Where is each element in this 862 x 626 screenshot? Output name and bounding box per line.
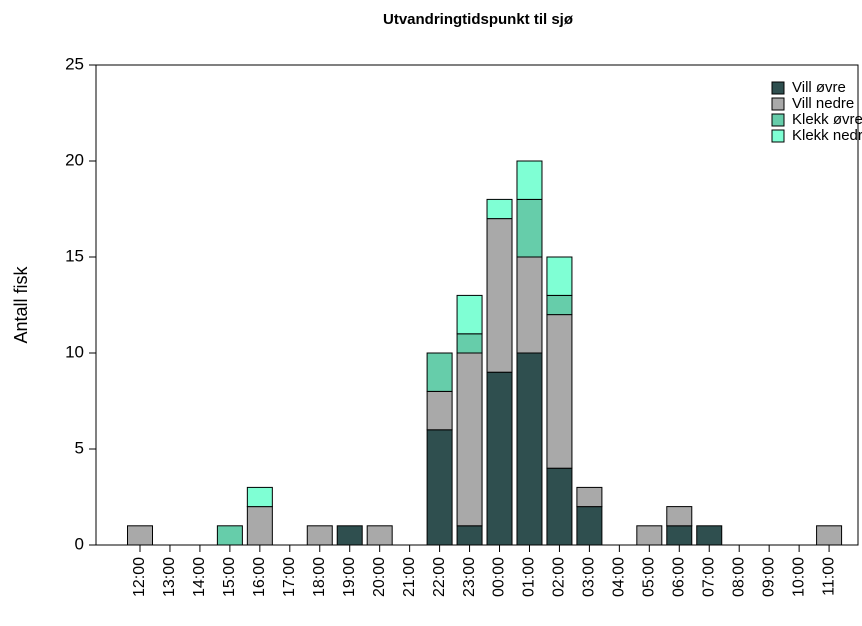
legend-label: Klekk øvre [792,111,862,128]
y-tick-label: 15 [65,246,84,265]
legend-label: Klekk nedre [792,127,862,144]
x-tick-label: 06:00 [670,557,687,597]
bar-segment [546,314,573,469]
bar-segment [426,429,453,546]
bar-segment [426,390,453,431]
x-tick-label: 17:00 [281,557,298,597]
bar-segment [306,525,333,546]
x-tick-label: 02:00 [551,557,568,597]
bar-segment [816,525,843,546]
bar-segment [456,333,483,354]
bar-segment [486,371,513,546]
bar-segment [127,525,153,546]
bar-segment [246,506,273,546]
x-tick-label: 07:00 [700,557,717,597]
x-tick-label: 20:00 [371,557,388,597]
bar-segment [576,486,603,508]
x-tick-label: 10:00 [790,557,807,597]
x-tick-label: 23:00 [461,557,478,597]
x-tick-label: 05:00 [641,557,658,597]
x-tick-label: 09:00 [760,557,777,597]
y-tick-label: 5 [75,438,84,457]
x-tick-label: 21:00 [401,557,418,597]
x-tick-label: 19:00 [341,557,358,597]
bar-segment [636,525,663,546]
legend-label: Vill øvre [792,79,846,96]
x-tick-label: 13:00 [161,557,178,597]
x-tick-label: 12:00 [131,557,148,597]
bar-segment [516,256,543,354]
bar-segment [546,294,573,316]
x-tick-label: 01:00 [521,557,538,597]
chart-title: Utvandringtidspunkt til sjø [383,11,574,28]
bar-segment [456,352,483,527]
legend-label: Vill nedre [792,95,854,112]
bar-segment [246,486,273,508]
bar-segment [336,525,363,546]
x-tick-label: 22:00 [431,557,448,597]
bar-segment [576,506,603,546]
x-tick-label: 03:00 [581,557,598,597]
bar-segment [666,525,693,546]
bar-segment [516,198,543,258]
bar-segment [516,160,543,200]
bar-segment [456,525,483,546]
bar-segment [516,352,543,546]
y-tick-label: 20 [65,150,84,169]
x-tick-label: 14:00 [191,557,208,597]
y-tick-label: 10 [65,342,84,361]
x-tick-label: 08:00 [730,557,747,597]
bar-segment [546,256,573,296]
x-tick-label: 18:00 [311,557,328,597]
bar-segment [216,525,243,546]
x-tick-label: 04:00 [611,557,628,597]
bar-segment [486,198,513,220]
bar-segment [696,525,723,546]
bar-segment [546,467,573,546]
x-tick-label: 11:00 [820,557,837,596]
x-tick-label: 15:00 [221,557,238,597]
bar-segment [456,294,483,335]
bar-segment [366,525,393,546]
y-tick-label: 0 [75,534,84,553]
legend-swatch [771,113,785,127]
bar-segment [666,506,693,527]
y-tick-label: 25 [65,54,84,73]
bar-segment [486,218,513,373]
bar-segment [426,352,453,392]
legend-swatch [771,81,785,95]
legend-swatch [771,129,785,143]
x-tick-label: 00:00 [491,557,508,597]
x-tick-label: 16:00 [251,557,268,597]
legend-swatch [771,97,785,111]
y-axis-label: Antall fisk [11,265,31,343]
